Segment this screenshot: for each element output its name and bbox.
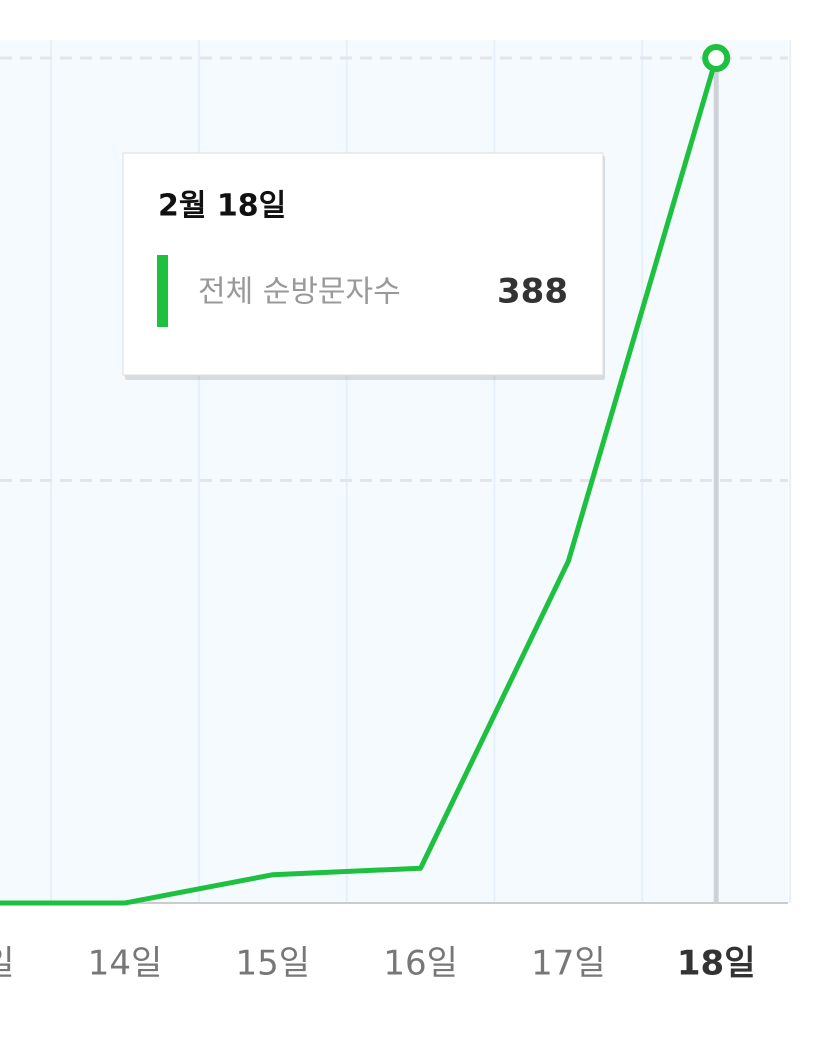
x-tick-label: 15일 bbox=[236, 944, 311, 984]
x-tick-label: 18일 bbox=[677, 944, 756, 984]
tooltip-series-name: 전체 순방문자수 bbox=[198, 275, 401, 310]
x-tick-label: 13일 bbox=[0, 944, 14, 984]
tooltip-title: 2월 18일 bbox=[158, 189, 286, 224]
tooltip: 2월 18일 전체 순방문자수 388 bbox=[122, 152, 605, 380]
selected-point bbox=[702, 44, 731, 72]
tooltip-value: 388 bbox=[497, 272, 568, 312]
x-tick-label: 14일 bbox=[88, 944, 163, 984]
tooltip-box bbox=[122, 152, 604, 376]
x-tick-label: 16일 bbox=[383, 944, 458, 984]
x-tick-label: 17일 bbox=[531, 944, 606, 984]
data-line bbox=[0, 57, 719, 906]
tooltip-swatch bbox=[157, 255, 168, 327]
